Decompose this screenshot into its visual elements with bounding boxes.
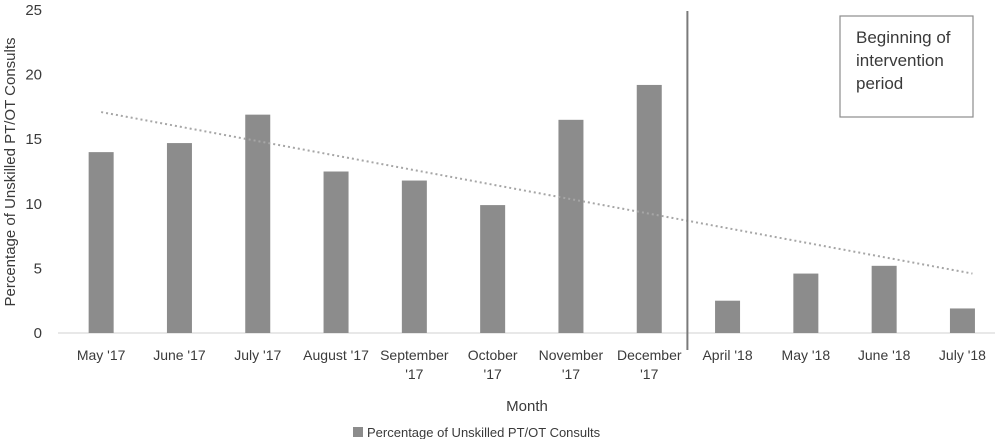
bar — [558, 119, 584, 333]
annotation-text: Beginning of intervention period — [856, 28, 951, 93]
bar — [949, 308, 975, 333]
bar — [166, 143, 192, 333]
legend: Percentage of Unskilled PT/OT Consults — [353, 425, 601, 439]
annotation-line: period — [856, 74, 903, 93]
y-tick-label: 20 — [25, 67, 42, 84]
y-tick-label: 25 — [25, 2, 42, 19]
y-tick-label: 10 — [25, 196, 42, 213]
bar — [480, 205, 506, 333]
x-tick-label: October — [468, 347, 518, 363]
bar — [88, 152, 114, 333]
legend-label: Percentage of Unskilled PT/OT Consults — [367, 425, 601, 439]
trendline — [100, 111, 973, 275]
x-tick-label: June '18 — [858, 347, 911, 363]
x-tick-label: December — [617, 347, 682, 363]
x-axis-title: Month — [506, 398, 548, 415]
x-tick-label: July '17 — [234, 347, 281, 363]
x-tick-label: August '17 — [303, 347, 369, 363]
bar — [871, 265, 897, 333]
x-tick-label: September — [380, 347, 449, 363]
annotation-box: Beginning of intervention period — [839, 15, 974, 118]
x-tick-label: July '18 — [939, 347, 986, 363]
y-axis-ticks: 0 5 10 15 20 25 — [25, 2, 42, 342]
bar — [401, 180, 427, 333]
y-axis-title: Percentage of Unskilled PT/OT Consults — [2, 37, 19, 306]
x-tick-label: May '17 — [77, 347, 126, 363]
y-tick-label: 5 — [34, 260, 42, 277]
legend-swatch — [353, 427, 363, 437]
annotation-line: intervention — [856, 51, 944, 70]
bar — [323, 171, 349, 333]
bars — [88, 84, 975, 333]
x-tick-label: '17 — [405, 366, 423, 382]
x-tick-label: '17 — [640, 366, 658, 382]
x-axis-ticks: May '17 June '17 July '17 August '17 Septemb… — [77, 347, 986, 382]
x-tick-label: '17 — [484, 366, 502, 382]
annotation-frame — [839, 15, 974, 118]
y-tick-label: 0 — [34, 325, 42, 342]
x-tick-label: '17 — [562, 366, 580, 382]
y-tick-label: 15 — [25, 131, 42, 148]
bar — [245, 114, 271, 333]
x-tick-label: April '18 — [702, 347, 752, 363]
bar — [715, 300, 741, 333]
annotation-line: Beginning of — [856, 28, 951, 47]
bar — [793, 273, 819, 333]
x-tick-label: June '17 — [153, 347, 206, 363]
x-tick-label: May '18 — [782, 347, 831, 363]
x-tick-label: November — [539, 347, 604, 363]
bar — [636, 84, 662, 333]
